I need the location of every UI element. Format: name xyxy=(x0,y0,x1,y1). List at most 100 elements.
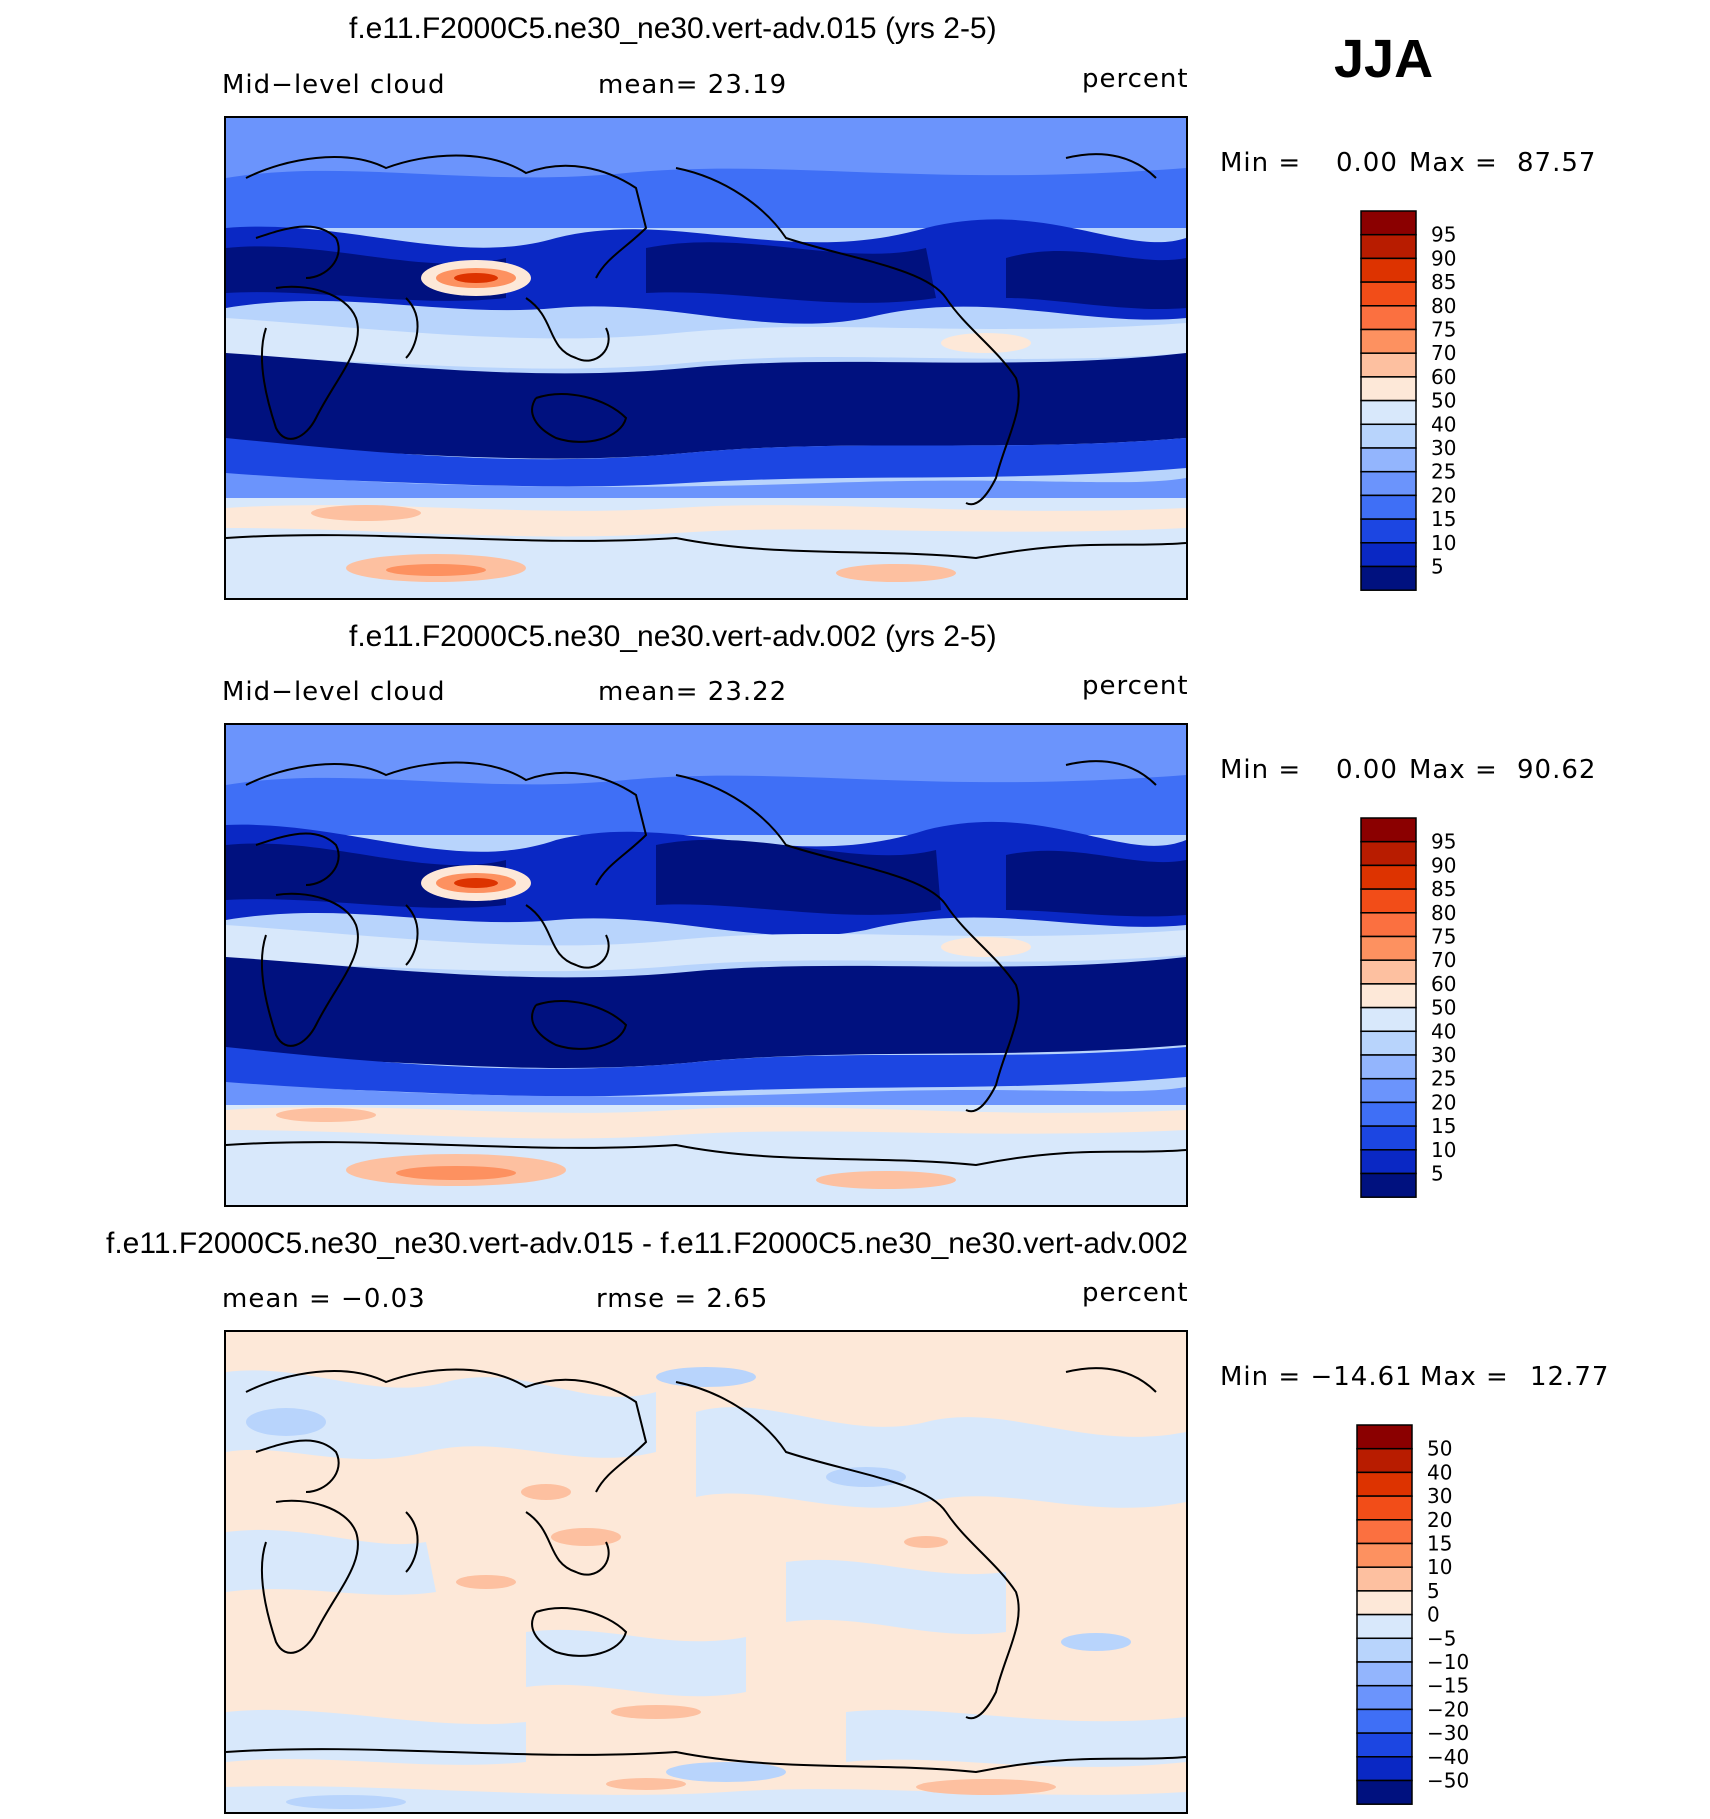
panel-1-colorbar: 95 90 85 80 75 70 60 50 40 30 25 20 15 10 5 xyxy=(1360,210,1500,594)
colorbar-swatch xyxy=(1360,1149,1417,1175)
colorbar-swatch xyxy=(1360,423,1417,449)
colorbar-swatch xyxy=(1356,1756,1413,1782)
panel-3-min-label: Min = −14.61 xyxy=(1220,1362,1413,1392)
colorbar-label: 70 xyxy=(1431,341,1456,365)
colorbar-swatch xyxy=(1360,1006,1417,1033)
colorbar-swatch xyxy=(1360,864,1417,890)
colorbar-swatch xyxy=(1360,888,1417,914)
colorbar-swatch xyxy=(1360,542,1417,568)
colorbar-swatch xyxy=(1360,1125,1417,1151)
colorbar-swatch xyxy=(1356,1447,1413,1474)
colorbar-label: −40 xyxy=(1427,1745,1469,1769)
colorbar-label: 80 xyxy=(1431,294,1456,318)
colorbar-swatch xyxy=(1360,281,1417,307)
colorbar-swatch xyxy=(1356,1495,1413,1521)
colorbar-swatch xyxy=(1360,399,1417,426)
colorbar-label: 50 xyxy=(1431,996,1456,1020)
colorbar-label: 70 xyxy=(1431,948,1456,972)
panel-2-map xyxy=(224,723,1188,1207)
panel-3-title: f.e11.F2000C5.ne30_ne30.vert-adv.015 - f… xyxy=(106,1227,1188,1260)
colorbar-label: 30 xyxy=(1427,1484,1452,1508)
colorbar-label: 10 xyxy=(1431,1138,1456,1162)
colorbar-swatch xyxy=(1360,328,1417,354)
season-label: JJA xyxy=(1334,29,1434,89)
colorbar-swatch xyxy=(1360,376,1417,402)
panel-3-map-field xyxy=(226,1332,1186,1812)
panel-1-variable-label: Mid−level cloud xyxy=(222,70,446,100)
colorbar-label: 40 xyxy=(1431,412,1456,436)
colorbar-swatch xyxy=(1356,1566,1413,1592)
colorbar-swatch xyxy=(1356,1684,1413,1711)
colorbar-label: 15 xyxy=(1431,507,1456,531)
colorbar-swatch xyxy=(1360,233,1417,260)
panel-1-map xyxy=(224,116,1188,600)
colorbar-swatch xyxy=(1360,447,1417,473)
colorbar-swatch xyxy=(1360,352,1417,378)
panel-1-min-value: 0.00 xyxy=(1336,148,1398,178)
colorbar-swatch xyxy=(1360,912,1417,938)
panel-2-max-value: 90.62 xyxy=(1517,755,1597,785)
colorbar-swatch xyxy=(1360,817,1417,843)
colorbar-label: 90 xyxy=(1431,853,1456,877)
colorbar-label: 5 xyxy=(1427,1579,1440,1603)
colorbar-label: 95 xyxy=(1431,830,1456,854)
panel-3-max-label: Max = xyxy=(1420,1362,1509,1392)
colorbar-label: 15 xyxy=(1431,1114,1456,1138)
colorbar-swatch xyxy=(1360,257,1417,283)
panel-2-mean-label: mean= 23.22 xyxy=(598,677,788,707)
panel-3-colorbar: 50 40 30 20 15 10 5 0 −5 −10 −15 −20 −30 −40 −50 xyxy=(1356,1424,1496,1808)
colorbar-label: 5 xyxy=(1431,1162,1444,1186)
colorbar-label: −30 xyxy=(1427,1721,1469,1745)
colorbar-swatch xyxy=(1356,1424,1413,1450)
colorbar-swatch xyxy=(1360,959,1417,985)
colorbar-label: 50 xyxy=(1431,389,1456,413)
colorbar-swatch xyxy=(1360,840,1417,867)
panel-2-min-value: 0.00 xyxy=(1336,755,1398,785)
colorbar-label: 50 xyxy=(1427,1437,1452,1461)
colorbar-label: 25 xyxy=(1431,1067,1456,1091)
colorbar-label: −10 xyxy=(1427,1650,1469,1674)
colorbar-swatch xyxy=(1356,1471,1413,1497)
colorbar-swatch xyxy=(1356,1542,1413,1568)
colorbar-label: −15 xyxy=(1427,1674,1469,1698)
panel-1-title: f.e11.F2000C5.ne30_ne30.vert-adv.015 (yr… xyxy=(349,12,997,45)
colorbar-swatch xyxy=(1360,983,1417,1009)
panel-1-units-label: percent xyxy=(1082,64,1189,94)
colorbar-label: 20 xyxy=(1431,1090,1456,1114)
colorbar-swatch xyxy=(1360,1101,1417,1127)
colorbar-label: 80 xyxy=(1431,901,1456,925)
panel-2-title: f.e11.F2000C5.ne30_ne30.vert-adv.002 (yr… xyxy=(349,620,997,653)
panel-2-max-label: Max = xyxy=(1409,755,1498,785)
colorbar-label: 75 xyxy=(1431,925,1456,949)
panel-2-variable-label: Mid−level cloud xyxy=(222,677,446,707)
colorbar-label: 85 xyxy=(1431,270,1456,294)
colorbar-swatch xyxy=(1360,470,1417,497)
colorbar-label: 60 xyxy=(1431,972,1456,996)
panel-2-map-field xyxy=(226,725,1186,1205)
panel-1-map-field xyxy=(226,118,1186,598)
colorbar-swatch xyxy=(1360,1077,1417,1104)
colorbar-swatch xyxy=(1360,210,1417,236)
colorbar-swatch xyxy=(1356,1779,1413,1805)
panel-1-max-value: 87.57 xyxy=(1517,148,1597,178)
colorbar-label: 0 xyxy=(1427,1603,1440,1627)
colorbar-label: 25 xyxy=(1431,460,1456,484)
colorbar-label: 20 xyxy=(1427,1508,1452,1532)
colorbar-swatch xyxy=(1356,1637,1413,1663)
colorbar-label: 30 xyxy=(1431,1043,1456,1067)
colorbar-label: −50 xyxy=(1427,1769,1469,1793)
colorbar-label: 10 xyxy=(1427,1555,1452,1579)
colorbar-label: 20 xyxy=(1431,483,1456,507)
colorbar-swatch xyxy=(1360,1054,1417,1080)
colorbar-label: 40 xyxy=(1427,1460,1452,1484)
colorbar-swatch xyxy=(1356,1708,1413,1734)
colorbar-swatch xyxy=(1360,305,1417,331)
colorbar-swatch xyxy=(1360,1172,1417,1198)
colorbar-label: −20 xyxy=(1427,1697,1469,1721)
panel-2-units-label: percent xyxy=(1082,671,1189,701)
colorbar-swatch xyxy=(1356,1661,1413,1687)
colorbar-label: 90 xyxy=(1431,246,1456,270)
panel-1-max-label: Max = xyxy=(1409,148,1498,178)
